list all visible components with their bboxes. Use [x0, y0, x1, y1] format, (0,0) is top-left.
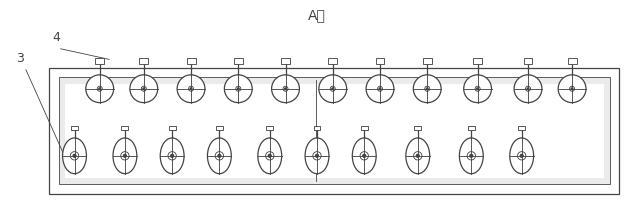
Circle shape	[463, 75, 491, 103]
Bar	[423, 58, 432, 64]
Circle shape	[120, 152, 129, 160]
Ellipse shape	[258, 138, 281, 174]
Circle shape	[283, 86, 288, 91]
Circle shape	[467, 152, 476, 160]
Bar	[414, 126, 421, 130]
Bar	[65, 84, 604, 178]
Circle shape	[215, 152, 224, 160]
Circle shape	[218, 154, 221, 157]
Circle shape	[569, 86, 574, 91]
Ellipse shape	[160, 138, 184, 174]
Circle shape	[413, 75, 441, 103]
Circle shape	[188, 86, 193, 91]
Circle shape	[86, 75, 113, 103]
Circle shape	[558, 75, 586, 103]
Circle shape	[271, 75, 299, 103]
Ellipse shape	[305, 138, 329, 174]
Circle shape	[143, 88, 145, 89]
Circle shape	[363, 154, 366, 157]
Circle shape	[316, 154, 318, 157]
Circle shape	[527, 88, 529, 89]
Bar	[95, 58, 104, 64]
Circle shape	[171, 154, 174, 157]
Text: 3: 3	[16, 52, 24, 65]
Bar	[71, 126, 78, 130]
Circle shape	[417, 154, 419, 157]
Circle shape	[130, 75, 158, 103]
Bar	[518, 126, 525, 130]
Ellipse shape	[63, 138, 86, 174]
Bar	[361, 126, 368, 130]
Circle shape	[141, 86, 146, 91]
Circle shape	[190, 88, 192, 89]
Bar	[314, 126, 320, 130]
Circle shape	[379, 88, 381, 89]
Ellipse shape	[207, 138, 231, 174]
Circle shape	[521, 154, 523, 157]
Circle shape	[470, 154, 473, 157]
Circle shape	[526, 86, 531, 91]
Circle shape	[313, 152, 321, 160]
Circle shape	[124, 154, 126, 157]
Bar	[375, 58, 384, 64]
Text: A向: A向	[308, 8, 326, 22]
Circle shape	[236, 86, 241, 91]
Circle shape	[238, 88, 239, 89]
Ellipse shape	[510, 138, 534, 174]
Circle shape	[224, 75, 252, 103]
Circle shape	[475, 86, 480, 91]
Bar	[266, 126, 273, 130]
Bar	[524, 58, 533, 64]
Circle shape	[99, 88, 101, 89]
Bar	[122, 126, 128, 130]
Bar	[281, 58, 290, 64]
Bar	[468, 126, 475, 130]
Bar	[234, 58, 243, 64]
Bar	[139, 58, 148, 64]
Circle shape	[319, 75, 347, 103]
Text: 4: 4	[53, 31, 61, 44]
Circle shape	[268, 154, 271, 157]
Circle shape	[168, 152, 176, 160]
Bar	[216, 126, 223, 130]
Circle shape	[477, 88, 479, 89]
Circle shape	[70, 152, 79, 160]
Circle shape	[413, 152, 422, 160]
Circle shape	[425, 86, 430, 91]
Circle shape	[266, 152, 274, 160]
Ellipse shape	[460, 138, 483, 174]
Circle shape	[177, 75, 205, 103]
Bar	[567, 58, 576, 64]
Bar	[473, 58, 482, 64]
Circle shape	[285, 88, 287, 89]
Circle shape	[514, 75, 542, 103]
Bar	[169, 126, 176, 130]
Circle shape	[332, 88, 333, 89]
Bar	[49, 68, 619, 193]
Circle shape	[571, 88, 573, 89]
Ellipse shape	[406, 138, 430, 174]
Ellipse shape	[113, 138, 137, 174]
Circle shape	[360, 152, 368, 160]
Circle shape	[366, 75, 394, 103]
Ellipse shape	[353, 138, 376, 174]
Circle shape	[73, 154, 76, 157]
Circle shape	[97, 86, 102, 91]
Bar	[328, 58, 337, 64]
Bar	[186, 58, 195, 64]
Circle shape	[517, 152, 526, 160]
Circle shape	[377, 86, 382, 91]
Circle shape	[330, 86, 335, 91]
Bar	[59, 77, 610, 184]
Circle shape	[427, 88, 428, 89]
